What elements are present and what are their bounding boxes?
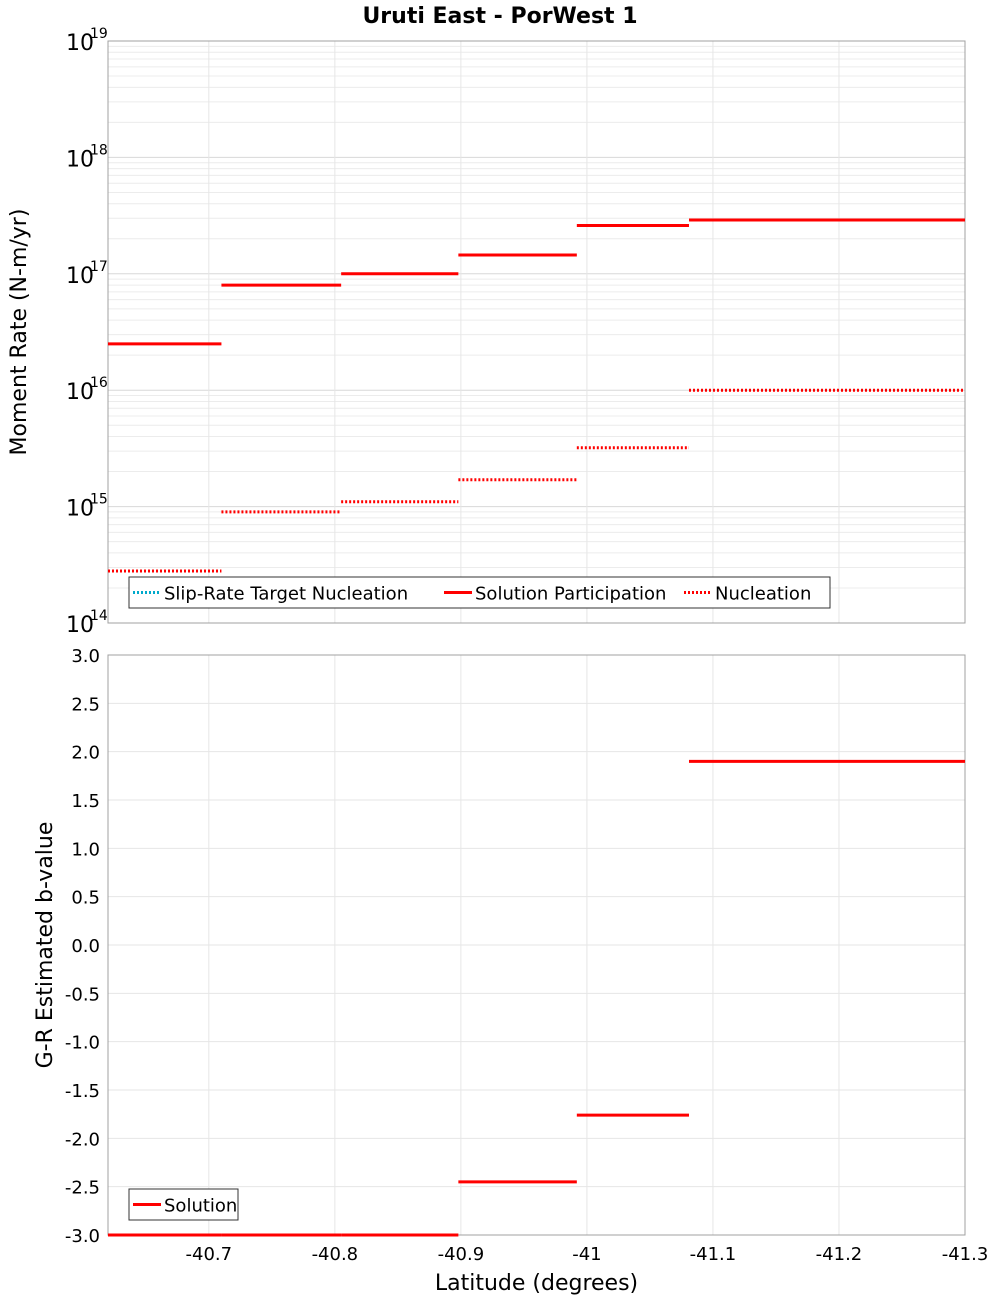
bottom-y-tick-label: -0.5 [65, 984, 100, 1005]
top-series-nucleation [108, 388, 965, 573]
bottom-y-tick-label: -1.5 [65, 1081, 100, 1102]
bottom-y-tick-label: 2.0 [71, 743, 100, 764]
tick-exponent-text: 19 [90, 26, 108, 42]
bottom-y-tick-label: 3.0 [71, 646, 100, 667]
x-tick-label: -40.8 [312, 1244, 359, 1265]
bottom-plot-frame [107, 654, 966, 1236]
tick-base-text: 10 [66, 497, 94, 522]
bottom-y-tick-label: -3.0 [65, 1226, 100, 1247]
bottom-legend: Solution [128, 1188, 239, 1221]
tick-exponent-text: 16 [90, 375, 108, 391]
tick-exponent-text: 14 [90, 608, 108, 624]
x-tick-label: -41.3 [942, 1244, 989, 1265]
x-tick-label: -41.2 [816, 1244, 863, 1265]
tick-base-text: 10 [66, 264, 94, 289]
legend-box [128, 576, 831, 609]
bottom-series-solution [108, 759, 965, 1237]
legend-label: Nucleation [715, 584, 811, 605]
top-legend: Slip-Rate Target Nucleation Solution Part… [128, 576, 831, 609]
top-plot-area [108, 41, 965, 623]
x-axis-title: Latitude (degrees) [435, 1271, 638, 1296]
top-series-solution-participation [108, 218, 965, 346]
bottom-y-tick-label: -1.0 [65, 1033, 100, 1054]
bottom-y-axis-title: G-R Estimated b-value [33, 822, 58, 1069]
legend-label: Solution [164, 1196, 237, 1217]
tick-base-text: 10 [66, 613, 94, 638]
x-tick-label: -40.9 [438, 1244, 485, 1265]
legend-label: Solution Participation [475, 584, 666, 605]
top-y-axis-title: Moment Rate (N-m/yr) [7, 209, 32, 456]
tick-base-text: 10 [66, 147, 94, 172]
x-tick-label: -41 [572, 1244, 601, 1265]
top-plot-frame [107, 40, 966, 624]
chart-title: Uruti East - PorWest 1 [362, 4, 637, 29]
bottom-y-tick-label: -2.5 [65, 1178, 100, 1199]
tick-exponent-text: 15 [90, 492, 108, 508]
tick-exponent-text: 18 [90, 142, 108, 158]
bottom-y-tick-label: 1.0 [71, 839, 100, 860]
x-tick-label: -40.7 [186, 1244, 233, 1265]
bottom-y-tick-label: 2.5 [71, 694, 100, 715]
legend-label: Slip-Rate Target Nucleation [164, 584, 408, 605]
bottom-y-tick-label: 0.5 [71, 888, 100, 909]
tick-base-text: 10 [66, 31, 94, 56]
bottom-y-tick-label: -2.0 [65, 1129, 100, 1150]
bottom-y-tick-label: 1.5 [71, 791, 100, 812]
bottom-y-tick-label: 0.0 [71, 936, 100, 957]
x-tick-label: -41.1 [690, 1244, 737, 1265]
tick-base-text: 10 [66, 380, 94, 405]
tick-exponent-text: 17 [90, 259, 108, 275]
